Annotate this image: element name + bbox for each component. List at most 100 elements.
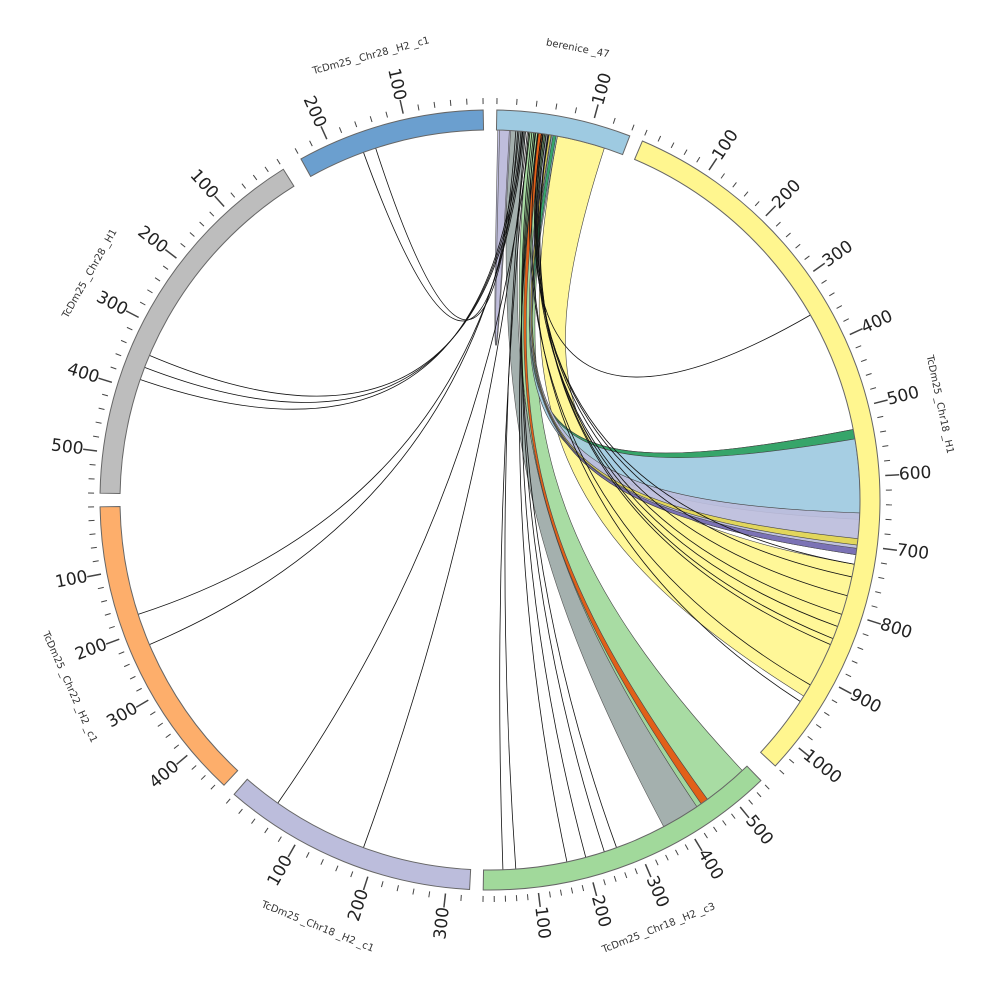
minor-tick bbox=[851, 660, 858, 664]
link-line bbox=[140, 131, 520, 410]
major-tick bbox=[849, 328, 863, 336]
tick-label-chr18_h1: 900 bbox=[846, 685, 884, 718]
minor-tick bbox=[555, 103, 558, 110]
minor-tick bbox=[98, 407, 105, 410]
minor-tick bbox=[305, 852, 310, 858]
minor-tick bbox=[665, 854, 669, 861]
tick-label-chr18_h2_c3: 300 bbox=[642, 873, 673, 911]
minor-tick bbox=[199, 221, 205, 227]
tick-label-chr18_h1: 700 bbox=[895, 540, 930, 564]
minor-tick bbox=[238, 808, 243, 815]
major-tick bbox=[867, 619, 882, 625]
minor-tick bbox=[703, 832, 708, 839]
minor-tick bbox=[165, 733, 171, 739]
minor-tick bbox=[157, 722, 164, 727]
minor-tick bbox=[884, 459, 891, 462]
tick-label-chr18_h1: 400 bbox=[858, 306, 896, 338]
link-line bbox=[520, 132, 587, 858]
major-tick bbox=[708, 157, 718, 171]
minor-tick bbox=[104, 613, 111, 616]
minor-tick bbox=[225, 798, 231, 804]
minor-tick bbox=[110, 366, 117, 370]
minor-tick bbox=[713, 826, 718, 833]
tick-label-chr18_h1: 600 bbox=[898, 463, 932, 485]
minor-tick bbox=[209, 211, 215, 217]
minor-tick bbox=[655, 859, 659, 866]
major-tick bbox=[287, 844, 296, 858]
major-tick bbox=[83, 448, 98, 452]
major-tick bbox=[135, 699, 149, 708]
segment-label-chr18_h1: TcDm25 _Chr18 _H1 bbox=[923, 353, 955, 455]
tick-label-chr22_h2_c1: 100 bbox=[54, 567, 90, 593]
minor-tick bbox=[815, 724, 822, 729]
minor-tick bbox=[108, 625, 115, 629]
minor-tick bbox=[756, 792, 762, 798]
major-tick bbox=[362, 876, 369, 891]
minor-tick bbox=[120, 339, 127, 344]
minor-tick bbox=[581, 884, 585, 892]
minor-tick bbox=[875, 591, 882, 594]
link-line bbox=[536, 133, 852, 578]
minor-tick bbox=[644, 129, 648, 136]
minor-tick bbox=[862, 633, 869, 637]
link-line bbox=[529, 132, 811, 686]
link-line bbox=[519, 133, 568, 862]
minor-tick bbox=[136, 687, 142, 692]
minor-tick bbox=[795, 243, 801, 249]
minor-tick bbox=[241, 183, 247, 189]
minor-tick bbox=[338, 127, 343, 134]
minor-tick bbox=[871, 605, 878, 608]
major-tick bbox=[592, 882, 598, 897]
minor-tick bbox=[264, 166, 269, 173]
minor-tick bbox=[683, 149, 688, 156]
major-tick bbox=[644, 863, 652, 878]
tick-label-chr28_h1: 200 bbox=[134, 222, 172, 258]
major-tick bbox=[537, 892, 541, 908]
tick-label-chr22_h2_c1: 200 bbox=[72, 635, 109, 665]
minor-tick bbox=[320, 859, 324, 865]
tick-label-chr28_h1: 500 bbox=[50, 435, 85, 459]
minor-tick bbox=[129, 675, 136, 680]
tick-label-chr18_h1: 100 bbox=[708, 126, 743, 164]
major-tick bbox=[320, 126, 328, 140]
minor-tick bbox=[95, 421, 102, 424]
minor-tick bbox=[90, 546, 97, 549]
link-line bbox=[531, 133, 801, 702]
major-tick bbox=[873, 399, 888, 405]
minor-tick bbox=[612, 117, 616, 124]
minor-tick bbox=[878, 576, 885, 580]
minor-tick bbox=[526, 894, 529, 901]
minor-tick bbox=[634, 868, 638, 875]
minor-tick bbox=[154, 277, 161, 282]
link-line bbox=[534, 133, 855, 565]
tick-label-chr28_h1: 300 bbox=[93, 287, 131, 320]
minor-tick bbox=[670, 142, 675, 149]
link-line bbox=[137, 131, 525, 615]
link-line bbox=[149, 131, 523, 645]
link-line bbox=[537, 134, 848, 597]
minor-tick bbox=[720, 173, 725, 179]
major-tick bbox=[882, 547, 898, 551]
major-tick bbox=[739, 806, 750, 819]
link-line bbox=[535, 133, 843, 615]
link-line bbox=[277, 132, 531, 804]
minor-tick bbox=[743, 191, 749, 197]
segment-chr22_h2_c1 bbox=[99, 505, 239, 786]
minor-tick bbox=[123, 663, 130, 668]
minor-tick bbox=[657, 135, 662, 142]
minor-tick bbox=[779, 769, 785, 775]
minor-tick bbox=[264, 827, 269, 834]
minor-tick bbox=[880, 562, 887, 565]
minor-tick bbox=[603, 879, 606, 886]
minor-tick bbox=[162, 265, 169, 270]
minor-tick bbox=[277, 836, 282, 842]
minor-tick bbox=[789, 758, 795, 764]
link-line bbox=[539, 134, 831, 645]
minor-tick bbox=[884, 533, 891, 535]
tick-label-chr18_h1: 500 bbox=[885, 382, 921, 409]
minor-tick bbox=[89, 533, 96, 535]
major-tick bbox=[593, 104, 599, 119]
tick-label-chr18_h2_c1: 200 bbox=[344, 887, 373, 924]
link-line bbox=[521, 132, 617, 848]
minor-tick bbox=[93, 435, 100, 438]
